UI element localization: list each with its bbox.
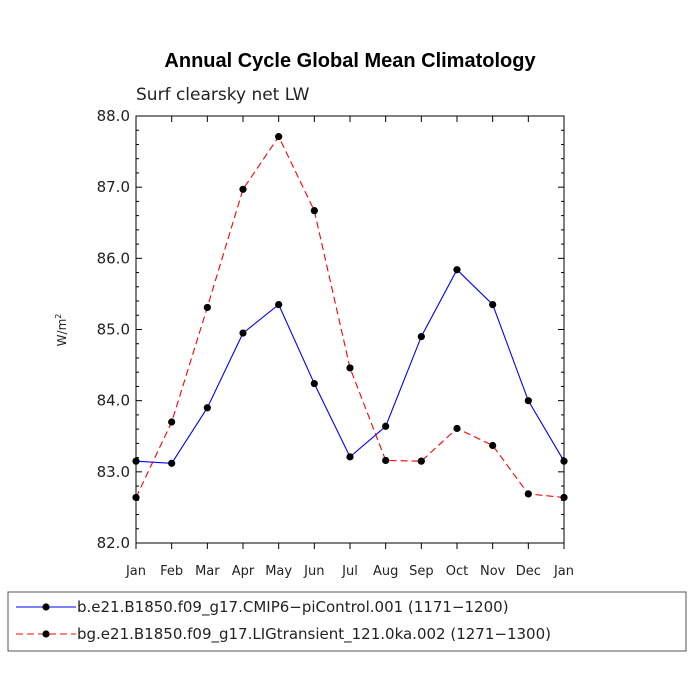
data-point <box>275 300 283 309</box>
data-point <box>203 303 211 312</box>
chart-subtitle: Surf clearsky net LW <box>136 85 310 105</box>
series-layer <box>132 133 568 502</box>
data-point <box>132 457 140 465</box>
y-tick-label: 87.0 <box>97 178 130 196</box>
x-tick-label: Jan <box>125 564 146 579</box>
x-tick-label: Jun <box>303 564 324 579</box>
y-tick-labels: 82.0 83.0 84.0 85.0 86.0 87.0 88.0 <box>97 107 130 552</box>
data-point <box>168 459 176 467</box>
legend-item-1: b.e21.B1850.f09_g17.CMIP6−piControl.001 … <box>16 598 509 617</box>
data-point <box>489 300 497 309</box>
legend-item-2: bg.e21.B1850.f09_g17.LIGtransient_121.0k… <box>16 625 551 644</box>
chart-title: Annual Cycle Global Mean Climatology <box>164 50 536 72</box>
y-tick-label: 82.0 <box>97 534 130 552</box>
data-point <box>203 404 211 412</box>
legend-label: b.e21.B1850.f09_g17.CMIP6−piControl.001 … <box>77 598 509 617</box>
y-tick-label: 86.0 <box>97 249 130 267</box>
tick-marks <box>135 115 565 549</box>
data-point <box>560 493 568 502</box>
data-point <box>310 207 318 215</box>
y-axis-label-superscript: 2 <box>54 314 63 319</box>
x-tick-label: Feb <box>160 564 183 579</box>
legend-items: b.e21.B1850.f09_g17.CMIP6−piControl.001 … <box>16 598 551 644</box>
data-point <box>346 453 354 461</box>
data-point <box>382 422 390 430</box>
data-point <box>382 456 390 465</box>
x-tick-label: Apr <box>232 564 255 579</box>
data-point <box>310 379 318 388</box>
x-tick-labels: Jan Feb Mar Apr May Jun Jul Aug Sep Oct Nov Dec Jan <box>125 564 574 579</box>
x-tick-label: Sep <box>409 564 434 579</box>
x-tick-label: Jul <box>341 564 358 579</box>
y-tick-label: 85.0 <box>97 321 130 339</box>
data-point <box>239 329 247 337</box>
data-point <box>417 333 425 341</box>
series-line <box>135 135 565 499</box>
x-tick-label: Mar <box>195 564 220 579</box>
x-tick-label: Nov <box>480 564 506 579</box>
x-tick-label: Dec <box>516 564 541 579</box>
legend-marker <box>42 603 50 611</box>
data-point <box>453 424 461 433</box>
data-point <box>417 457 425 465</box>
data-point <box>132 493 140 502</box>
data-point <box>168 418 176 426</box>
series-1 <box>132 266 568 467</box>
data-point <box>560 457 568 465</box>
x-tick-label: Jan <box>553 564 574 579</box>
data-point <box>524 397 532 405</box>
x-tick-label: Oct <box>446 564 468 579</box>
y-axis-label: W/m2 <box>54 314 69 347</box>
series-2 <box>132 133 568 502</box>
data-point <box>346 364 354 372</box>
y-tick-label: 83.0 <box>97 463 130 481</box>
data-point <box>489 441 497 450</box>
y-tick-label: 88.0 <box>97 107 130 125</box>
data-point <box>453 266 461 274</box>
y-axis-label-unit: W/m <box>55 319 69 347</box>
x-tick-label: May <box>265 564 292 579</box>
data-point <box>275 133 283 141</box>
x-tick-label: Aug <box>373 564 398 579</box>
legend-label: bg.e21.B1850.f09_g17.LIGtransient_121.0k… <box>77 625 551 644</box>
data-point <box>239 185 247 193</box>
legend-marker <box>42 630 50 638</box>
y-tick-label: 84.0 <box>97 392 130 410</box>
data-point <box>524 490 532 498</box>
legend <box>7 591 687 652</box>
